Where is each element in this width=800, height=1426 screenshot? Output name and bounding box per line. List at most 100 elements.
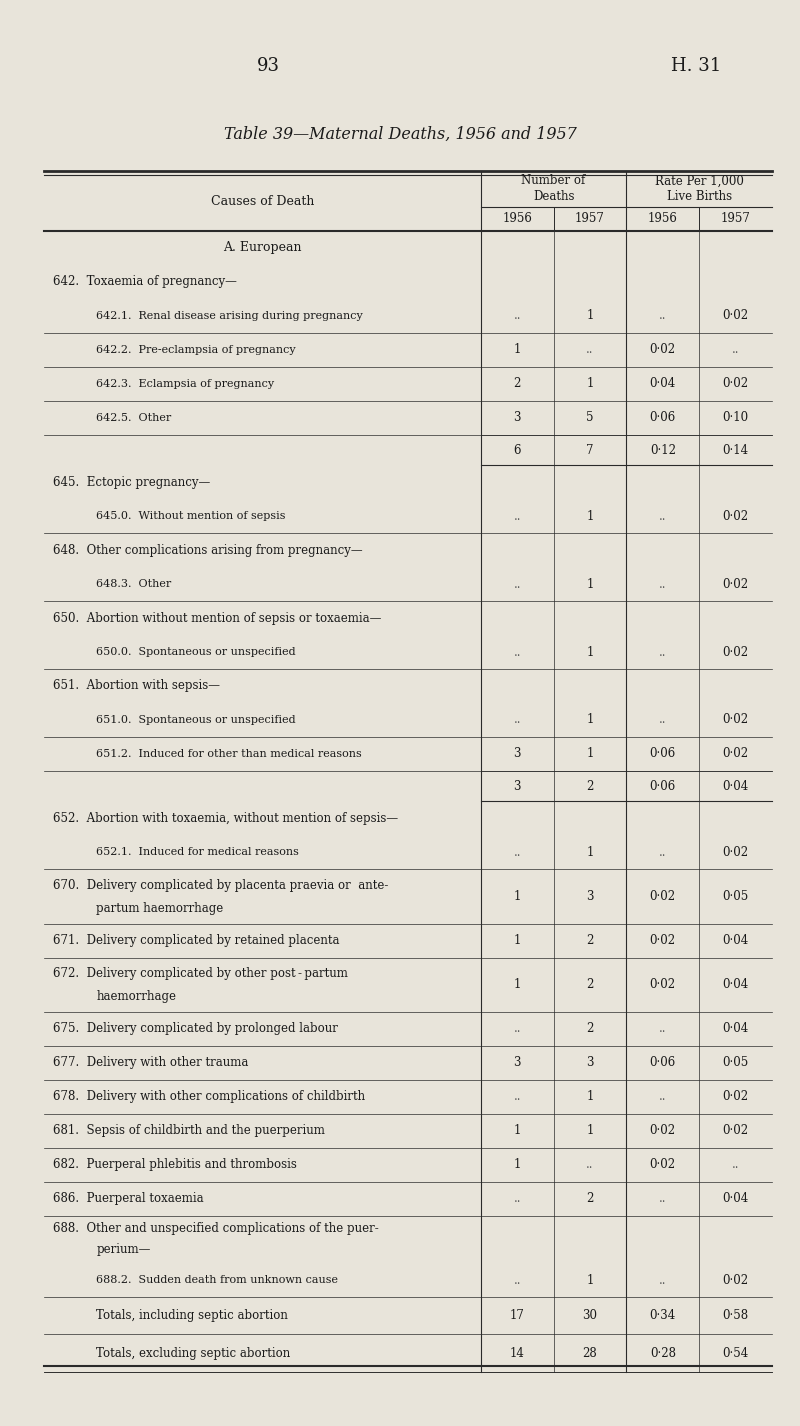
Text: 0·04: 0·04 [722, 780, 749, 793]
Text: 1: 1 [586, 1091, 594, 1104]
Text: 2: 2 [586, 934, 594, 947]
Text: 686.  Puerperal toxaemia: 686. Puerperal toxaemia [53, 1192, 203, 1205]
Text: 1956: 1956 [648, 212, 678, 225]
Text: 1: 1 [514, 934, 521, 947]
Text: 0·02: 0·02 [722, 509, 749, 523]
Text: ..: .. [659, 646, 666, 659]
Text: partum haemorrhage: partum haemorrhage [97, 901, 224, 915]
Text: 648.3.  Other: 648.3. Other [97, 579, 172, 589]
Text: 650.0.  Spontaneous or unspecified: 650.0. Spontaneous or unspecified [97, 647, 296, 657]
Text: 0·28: 0·28 [650, 1346, 676, 1359]
Text: 1: 1 [586, 713, 594, 726]
Text: ..: .. [732, 344, 739, 356]
Text: 17: 17 [510, 1309, 525, 1322]
Text: ..: .. [514, 1273, 521, 1286]
Text: 645.  Ectopic pregnancy—: 645. Ectopic pregnancy— [53, 476, 210, 489]
Text: 682.  Puerperal phlebitis and thrombosis: 682. Puerperal phlebitis and thrombosis [53, 1158, 297, 1171]
Text: 651.  Abortion with sepsis—: 651. Abortion with sepsis— [53, 679, 220, 693]
Text: haemorrhage: haemorrhage [97, 990, 177, 1004]
Text: 642.3.  Eclampsia of pregnancy: 642.3. Eclampsia of pregnancy [97, 379, 274, 389]
Text: 0·12: 0·12 [650, 443, 676, 456]
Text: 2: 2 [514, 378, 521, 391]
Text: 1: 1 [514, 1124, 521, 1138]
Text: 0·02: 0·02 [722, 1091, 749, 1104]
Text: 671.  Delivery complicated by retained placenta: 671. Delivery complicated by retained pl… [53, 934, 339, 947]
Text: 0·02: 0·02 [650, 1124, 676, 1138]
Text: ..: .. [514, 646, 521, 659]
Text: 670.  Delivery complicated by placenta praevia or  ante-: 670. Delivery complicated by placenta pr… [53, 878, 388, 893]
Text: 93: 93 [257, 57, 279, 74]
Text: 3: 3 [514, 747, 521, 760]
Text: 651.2.  Induced for other than medical reasons: 651.2. Induced for other than medical re… [97, 749, 362, 759]
Text: 0·34: 0·34 [650, 1309, 676, 1322]
Text: 642.2.  Pre-eclampsia of pregnancy: 642.2. Pre-eclampsia of pregnancy [97, 345, 296, 355]
Text: 0·02: 0·02 [650, 934, 676, 947]
Text: Causes of Death: Causes of Death [210, 194, 314, 208]
Text: 0·02: 0·02 [722, 1273, 749, 1286]
Text: 0·58: 0·58 [722, 1309, 749, 1322]
Text: ..: .. [514, 713, 521, 726]
Text: ..: .. [659, 309, 666, 322]
Text: 0·02: 0·02 [650, 978, 676, 991]
Text: 1: 1 [514, 978, 521, 991]
Text: ..: .. [659, 1192, 666, 1205]
Text: 1: 1 [586, 846, 594, 858]
Text: 0·02: 0·02 [722, 309, 749, 322]
Text: 3: 3 [514, 780, 521, 793]
Text: ..: .. [659, 846, 666, 858]
Text: 651.0.  Spontaneous or unspecified: 651.0. Spontaneous or unspecified [97, 714, 296, 724]
Text: 0·04: 0·04 [650, 378, 676, 391]
Text: 1957: 1957 [721, 212, 750, 225]
Text: 5: 5 [586, 411, 594, 425]
Text: 672.  Delivery complicated by other post - partum: 672. Delivery complicated by other post … [53, 967, 348, 981]
Text: 0·06: 0·06 [650, 411, 676, 425]
Text: 3: 3 [514, 1057, 521, 1070]
Text: A. European: A. European [223, 241, 302, 254]
Text: 642.1.  Renal disease arising during pregnancy: 642.1. Renal disease arising during preg… [97, 311, 363, 321]
Text: perium—: perium— [97, 1243, 150, 1256]
Text: 1: 1 [586, 509, 594, 523]
Text: 0·04: 0·04 [722, 934, 749, 947]
Text: 0·04: 0·04 [722, 1192, 749, 1205]
Text: 6: 6 [514, 443, 521, 456]
Text: ..: .. [514, 578, 521, 590]
Text: 688.2.  Sudden death from unknown cause: 688.2. Sudden death from unknown cause [97, 1275, 338, 1285]
Text: 2: 2 [586, 1022, 594, 1035]
Text: ..: .. [659, 713, 666, 726]
Text: 1: 1 [586, 646, 594, 659]
Text: ..: .. [514, 509, 521, 523]
Text: 30: 30 [582, 1309, 598, 1322]
Text: 0·02: 0·02 [722, 378, 749, 391]
Text: 650.  Abortion without mention of sepsis or toxaemia—: 650. Abortion without mention of sepsis … [53, 612, 381, 625]
Text: 0·02: 0·02 [650, 890, 676, 903]
Text: 642.  Toxaemia of pregnancy—: 642. Toxaemia of pregnancy— [53, 275, 237, 288]
Text: ..: .. [659, 1091, 666, 1104]
Text: 0·02: 0·02 [722, 846, 749, 858]
Text: Totals, including septic abortion: Totals, including septic abortion [97, 1309, 288, 1322]
Text: 0·10: 0·10 [722, 411, 749, 425]
Text: 0·02: 0·02 [722, 747, 749, 760]
Text: 1: 1 [586, 309, 594, 322]
Text: 7: 7 [586, 443, 594, 456]
Text: 1: 1 [514, 1158, 521, 1171]
Text: 28: 28 [582, 1346, 598, 1359]
Text: 0·06: 0·06 [650, 1057, 676, 1070]
Text: 645.0.  Without mention of sepsis: 645.0. Without mention of sepsis [97, 511, 286, 522]
Text: Table 39—Maternal Deaths, 1956 and 1957: Table 39—Maternal Deaths, 1956 and 1957 [224, 125, 576, 143]
Text: ..: .. [586, 1158, 594, 1171]
Text: ..: .. [514, 846, 521, 858]
Text: ..: .. [659, 509, 666, 523]
Text: 14: 14 [510, 1346, 525, 1359]
Text: 0·04: 0·04 [722, 978, 749, 991]
Text: 1: 1 [586, 1273, 594, 1286]
Text: 3: 3 [586, 1057, 594, 1070]
Text: 1: 1 [586, 578, 594, 590]
Text: 0·02: 0·02 [650, 344, 676, 356]
Text: 0·02: 0·02 [722, 1124, 749, 1138]
Text: ..: .. [659, 1273, 666, 1286]
Text: 0·06: 0·06 [650, 747, 676, 760]
Text: 642.5.  Other: 642.5. Other [97, 412, 172, 422]
Text: 1: 1 [586, 378, 594, 391]
Text: 0·05: 0·05 [722, 1057, 749, 1070]
Text: 0·02: 0·02 [722, 578, 749, 590]
